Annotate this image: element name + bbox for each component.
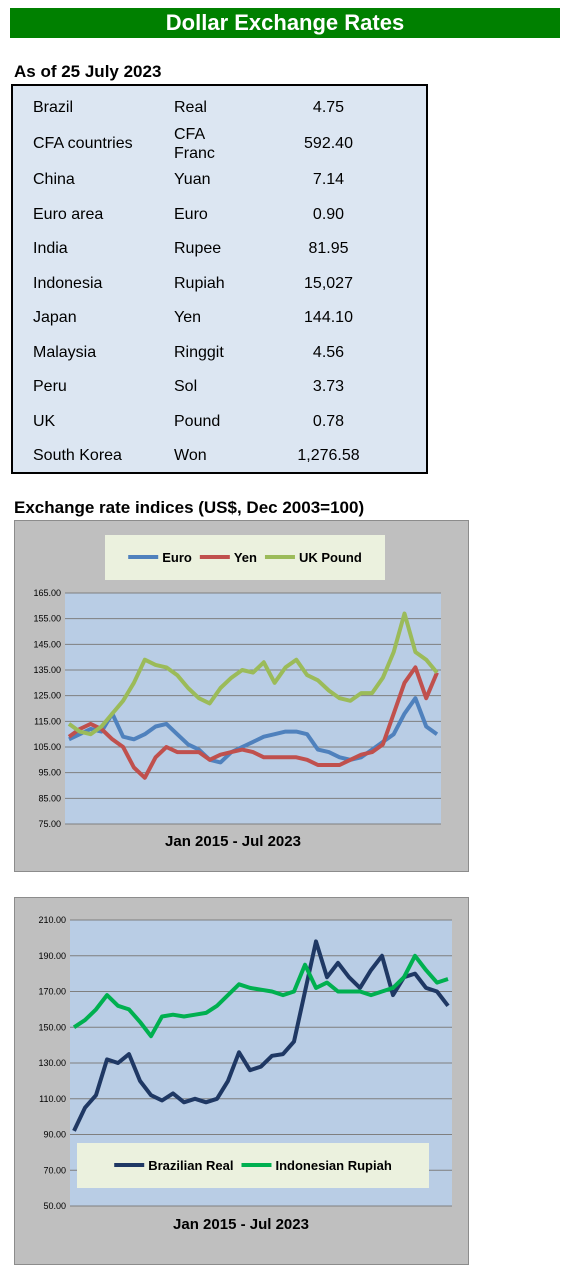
y-tick-label: 75.00 [38,819,61,829]
table-row: South Korea Won 1,276.58 [33,439,411,474]
page-header: Dollar Exchange Rates [10,8,560,38]
y-tick-label: 165.00 [33,588,61,598]
rate: 4.75 [312,98,345,116]
table-row: Japan Yen 144.10 [33,301,411,336]
table-row: CFA countries CFA Franc 592.40 [33,125,411,163]
currency: Sol [174,378,198,396]
plot-area [65,593,441,824]
table-row: Peru Sol 3.73 [33,370,411,405]
table-row: UK Pound 0.78 [33,404,411,439]
country: Malaysia [33,343,97,361]
country: South Korea [33,447,122,465]
chart: 75.00 85.00 95.00 105.00 115.00 125.00 135.00 1… [14,520,469,872]
table-row: Indonesia Rupiah 15,027 [33,266,411,301]
y-tick-label: 210.00 [38,915,66,925]
country: Peru [33,378,67,396]
rate: 7.14 [312,171,345,189]
rate: 144.10 [304,309,353,327]
y-tick-label: 125.00 [33,691,61,701]
rates-box: Brazil Real 4.75 CFA countries CFA Franc 592.… [11,84,428,474]
currency: Rupiah [174,274,225,292]
legend: Brazilian Real Indonesian Rupiah [114,1158,392,1173]
currency: Real [174,98,207,116]
currency: CFA Franc [174,125,215,162]
series-line [72,953,449,1039]
y-tick-label: 70.00 [43,1165,66,1175]
country: Indonesia [33,274,103,292]
series-line [67,665,439,780]
currency: Rupee [174,240,222,258]
currency: Euro [174,205,208,223]
country: UK [33,412,56,430]
rate: 81.95 [308,240,349,258]
country: Brazil [33,98,74,116]
table-row: China Yuan 7.14 [33,163,411,198]
y-tick-label: 110.00 [39,1094,66,1104]
legend-label: Yen [234,550,257,565]
rate: 0.78 [312,412,345,430]
country: China [33,171,75,189]
legend-label: UK Pound [299,550,362,565]
y-tick-label: 190.00 [38,951,66,961]
y-tick-label: 90.00 [43,1130,66,1140]
currency: Won [174,447,207,465]
currency: Pound [174,412,221,430]
y-tick-label: 145.00 [33,639,61,649]
table-row: India Rupee 81.95 [33,232,411,267]
legend: Euro Yen UK Pound [128,550,362,565]
currency: Yuan [174,171,211,189]
country: India [33,240,68,258]
rate: 3.73 [312,378,345,396]
y-tick-label: 130.00 [38,1058,66,1068]
y-tick-label: 135.00 [33,665,61,675]
x-axis-label: Jan 2015 - Jul 2023 [173,1216,309,1233]
rate: 0.90 [312,205,345,223]
currency: Ringgit [174,343,224,361]
y-tick-label: 105.00 [33,742,61,752]
rate: 1,276.58 [297,447,360,465]
country: Japan [33,309,77,327]
legend-label: Euro [162,550,192,565]
legend-label: Brazilian Real [148,1158,233,1173]
y-tick-label: 95.00 [38,768,61,778]
country: CFA countries [33,135,133,152]
y-tick-label: 85.00 [38,793,61,803]
rate: 15,027 [304,274,353,292]
y-tick-label: 170.00 [38,987,66,997]
charts-title: Exchange rate indices (US$, Dec 2003=100… [14,498,365,517]
y-tick-label: 150.00 [38,1022,66,1032]
series-line [68,696,439,765]
y-tick-label: 50.00 [43,1201,66,1211]
legend-label: Indonesian Rupiah [275,1158,391,1173]
table-row: Malaysia Ringgit 4.56 [33,335,411,370]
rate: 4.56 [312,343,345,361]
series-line [67,611,439,737]
rate: 592.40 [304,135,353,152]
country: Euro area [33,205,104,223]
y-tick-label: 155.00 [33,614,61,624]
table-row: Euro area Euro 0.90 [33,197,411,232]
currency: Yen [174,309,201,327]
x-axis-label: Jan 2015 - Jul 2023 [165,833,301,850]
series-line [72,939,450,1132]
y-tick-label: 115.00 [34,716,61,726]
rates-table: Brazil Real 4.75 CFA countries CFA Franc 592.… [33,90,411,473]
chart: 50.00 70.00 90.00 110.00 130.00 150.00 170.00 1… [14,897,469,1265]
table-row: Brazil Real 4.75 [33,90,411,125]
table-title: As of 25 July 2023 [14,62,162,81]
